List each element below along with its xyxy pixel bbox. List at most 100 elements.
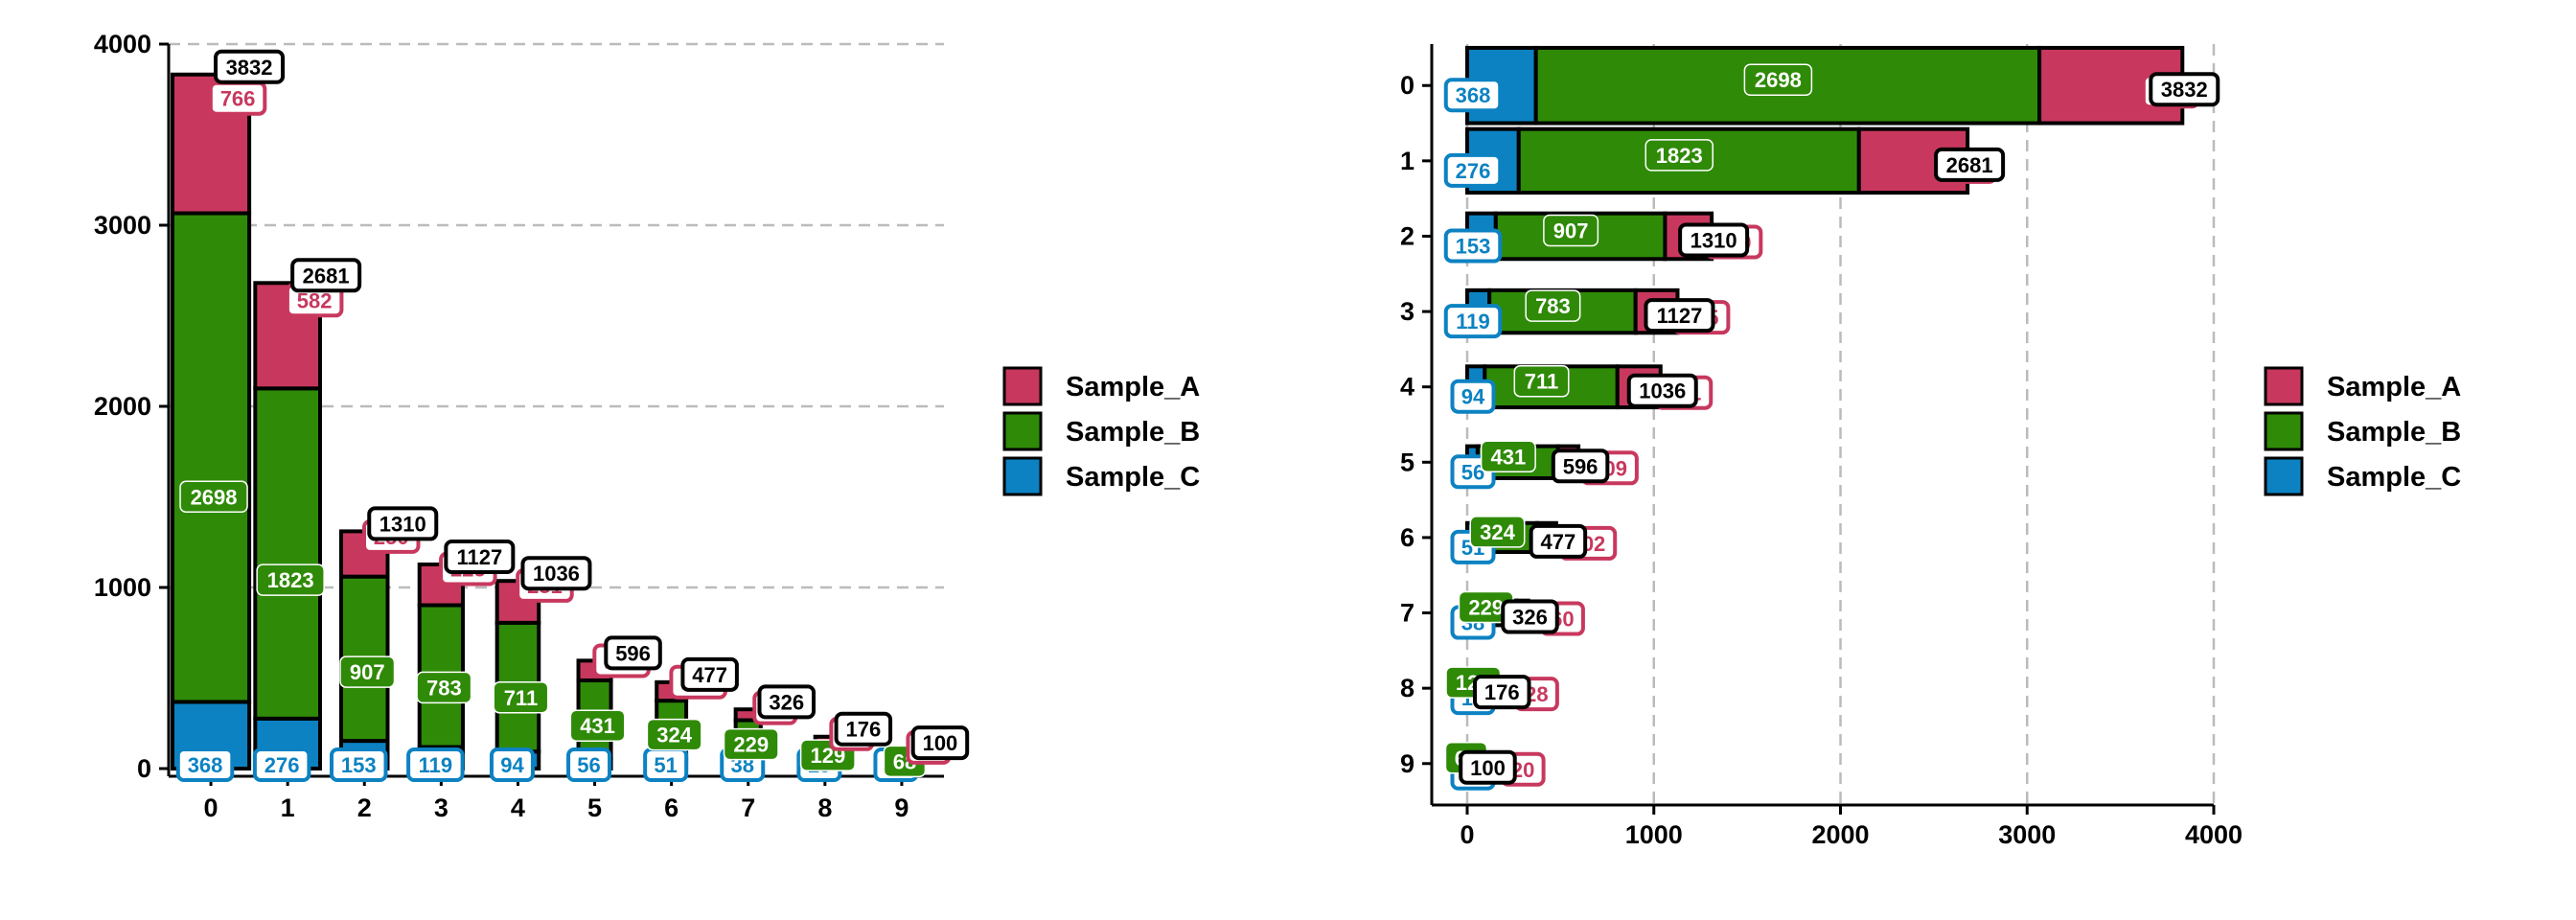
label-total-6: 477 <box>680 656 739 692</box>
svg-text:783: 783 <box>426 676 462 700</box>
svg-text:1310: 1310 <box>380 512 426 536</box>
svg-text:1823: 1823 <box>267 568 314 592</box>
x-tick-label: 0 <box>204 794 218 822</box>
y-tick-label: 4 <box>1400 373 1414 402</box>
svg-text:119: 119 <box>419 753 453 777</box>
legend-swatch-Sample_A <box>1002 366 1043 406</box>
label-total-3: 1127 <box>1644 298 1715 334</box>
label-total-2: 1310 <box>367 506 439 541</box>
label-total-9: 100 <box>1459 749 1517 785</box>
label-total-1: 2681 <box>290 258 362 293</box>
svg-text:368: 368 <box>188 753 223 777</box>
svg-text:326: 326 <box>1512 606 1548 630</box>
svg-text:1036: 1036 <box>1639 380 1686 403</box>
svg-text:153: 153 <box>1456 234 1491 258</box>
y-tick-label: 0 <box>1400 71 1414 100</box>
x-tick-label: 0 <box>1460 820 1474 849</box>
label-Sample_C-5: 56 <box>566 748 612 782</box>
left-value-labels: 3682698766383227618235822681153907250131… <box>175 49 970 782</box>
svg-text:100: 100 <box>923 731 958 755</box>
label-Sample_B-5: 431 <box>569 709 626 742</box>
legend-swatch-Sample_C <box>2264 456 2304 496</box>
x-tick-label: 6 <box>664 794 678 822</box>
y-tick-label: 1 <box>1400 147 1414 175</box>
svg-text:1823: 1823 <box>1656 144 1703 168</box>
x-tick-label: 5 <box>587 794 602 822</box>
right-mekko-chart: 0123456789010002000300040003682698766383… <box>1400 44 2242 849</box>
label-total-1: 2681 <box>1934 147 2006 182</box>
label-Sample_C-6: 51 <box>643 748 689 782</box>
label-total-6: 477 <box>1529 523 1588 559</box>
legend-label-Sample_B: Sample_B <box>2327 417 2461 448</box>
svg-text:229: 229 <box>1468 596 1504 620</box>
label-total-9: 100 <box>910 725 970 761</box>
svg-text:176: 176 <box>845 718 881 742</box>
svg-text:94: 94 <box>1461 385 1485 409</box>
label-Sample_B-3: 783 <box>416 671 472 704</box>
label-Sample_C-1: 276 <box>252 748 311 782</box>
x-tick-label: 8 <box>817 794 832 822</box>
svg-text:94: 94 <box>500 753 524 777</box>
label-Sample_C-4: 94 <box>1450 379 1496 414</box>
svg-text:51: 51 <box>654 753 677 777</box>
svg-text:711: 711 <box>1525 370 1559 394</box>
y-tick-label: 1000 <box>94 573 151 602</box>
svg-text:1036: 1036 <box>533 562 580 586</box>
x-tick-label: 2 <box>357 794 372 822</box>
label-total-4: 1036 <box>520 556 592 591</box>
label-total-3: 1127 <box>444 539 516 574</box>
label-Sample_C-3: 119 <box>1443 304 1503 339</box>
legend-label-Sample_A: Sample_A <box>2327 372 2461 402</box>
svg-text:176: 176 <box>1484 680 1520 704</box>
label-Sample_B-6: 324 <box>1469 516 1526 548</box>
svg-text:100: 100 <box>1470 756 1506 780</box>
y-tick-label: 0 <box>137 754 151 783</box>
legend-swatch-Sample_B <box>1002 411 1043 451</box>
label-Sample_B-0: 2698 <box>1743 63 1813 96</box>
svg-text:119: 119 <box>1456 310 1490 334</box>
svg-text:711: 711 <box>504 686 539 710</box>
legend-label-Sample_C: Sample_C <box>2327 462 2461 493</box>
y-tick-label: 7 <box>1400 599 1414 628</box>
svg-text:324: 324 <box>1480 520 1515 544</box>
x-tick-label: 4 <box>511 794 525 822</box>
label-Sample_B-7: 229 <box>1458 590 1514 624</box>
x-tick-label: 1 <box>281 794 295 822</box>
x-tick-label: 9 <box>894 794 908 822</box>
y-tick-label: 6 <box>1400 523 1414 552</box>
label-total-5: 596 <box>604 635 662 671</box>
y-tick-label: 9 <box>1400 749 1414 778</box>
label-Sample_C-0: 368 <box>175 748 235 782</box>
svg-text:1310: 1310 <box>1690 228 1737 252</box>
svg-text:56: 56 <box>577 753 600 777</box>
svg-text:783: 783 <box>1535 294 1571 318</box>
label-Sample_B-6: 324 <box>646 718 702 751</box>
label-Sample_C-2: 153 <box>330 748 388 782</box>
svg-text:1127: 1127 <box>1657 304 1703 328</box>
y-tick-label: 5 <box>1400 448 1414 476</box>
svg-text:431: 431 <box>1491 445 1527 469</box>
label-Sample_B-1: 1823 <box>256 564 325 596</box>
label-Sample_B-2: 907 <box>339 656 396 688</box>
label-Sample_B-4: 711 <box>493 681 549 714</box>
y-tick-label: 4000 <box>94 30 151 58</box>
legend-swatch-Sample_B <box>2264 411 2304 451</box>
svg-text:596: 596 <box>615 641 651 665</box>
x-tick-label: 3000 <box>1998 820 2056 849</box>
label-total-7: 326 <box>1501 599 1559 634</box>
y-tick-label: 8 <box>1400 674 1414 702</box>
label-Sample_B-4: 711 <box>1513 364 1570 398</box>
label-total-5: 596 <box>1551 448 1610 484</box>
label-total-8: 176 <box>1473 675 1531 710</box>
label-total-4: 1036 <box>1626 373 1698 408</box>
y-tick-label: 3000 <box>94 211 151 240</box>
label-Sample_C-3: 119 <box>406 748 465 782</box>
svg-text:907: 907 <box>350 660 385 684</box>
label-Sample_B-3: 783 <box>1525 289 1581 322</box>
svg-text:596: 596 <box>1563 454 1598 478</box>
label-Sample_B-2: 907 <box>1543 214 1599 247</box>
svg-text:2681: 2681 <box>1946 153 1993 177</box>
svg-text:153: 153 <box>341 753 377 777</box>
